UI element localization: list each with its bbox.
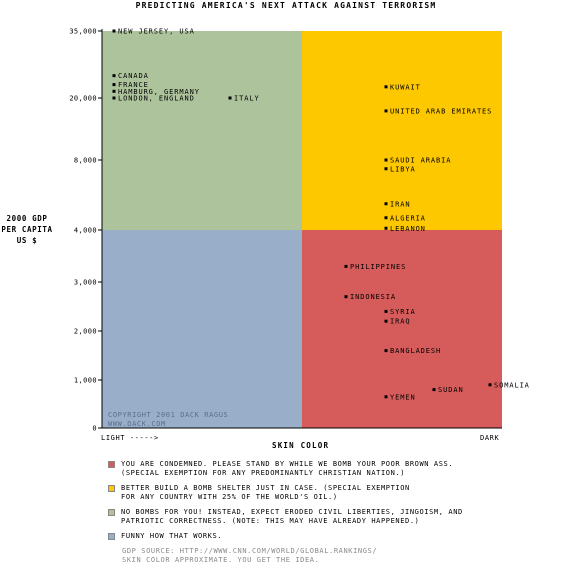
- legend-swatch-yellow: [108, 485, 115, 492]
- quadrant-light-poor: [102, 230, 302, 428]
- data-label: LEBANON: [390, 225, 426, 233]
- data-point: [432, 388, 436, 392]
- data-point: [112, 83, 116, 87]
- legend-text: NO BOMBS FOR YOU! INSTEAD, EXPECT ERODED…: [121, 508, 463, 525]
- data-point: [228, 96, 232, 100]
- data-label: BANGLADESH: [390, 347, 441, 355]
- y-axis-label: 2000 GDP PER CAPITA US $: [0, 213, 54, 246]
- y-axis-label-line: US $: [16, 236, 38, 245]
- copyright-line: COPYRIGHT 2001 DACK RAGUS: [108, 411, 229, 419]
- data-label: IRAQ: [390, 318, 410, 326]
- legend-item: NO BOMBS FOR YOU! INSTEAD, EXPECT ERODED…: [108, 508, 528, 526]
- disclaimer-line: SKIN COLOR APPROXIMATE. YOU GET THE IDEA…: [122, 556, 320, 564]
- data-label: YEMEN: [390, 393, 416, 401]
- legend-item: YOU ARE CONDEMNED. PLEASE STAND BY WHILE…: [108, 460, 528, 478]
- y-tick-label: 2,000: [74, 328, 97, 336]
- data-label: PHILIPPINES: [350, 263, 406, 271]
- data-label: UNITED ARAB EMIRATES: [390, 107, 492, 115]
- data-point: [112, 89, 116, 93]
- data-label: CANADA: [118, 72, 149, 80]
- data-point: [384, 319, 388, 323]
- data-point: [384, 167, 388, 171]
- y-tick-label: 20,000: [69, 95, 97, 103]
- legend-text: FUNNY HOW THAT WORKS.: [121, 532, 223, 540]
- data-point: [344, 264, 348, 268]
- y-tick-label: 35,000: [69, 28, 97, 36]
- legend-text: YOU ARE CONDEMNED. PLEASE STAND BY WHILE…: [121, 460, 454, 477]
- data-point: [488, 383, 492, 387]
- data-label: ALGERIA: [390, 214, 426, 222]
- data-point: [384, 158, 388, 162]
- source-line: GDP SOURCE: HTTP://WWW.CNN.COM/WORLD/GLO…: [122, 547, 378, 555]
- data-point: [112, 74, 116, 78]
- y-axis-label-line: 2000 GDP: [6, 214, 48, 223]
- data-point: [384, 226, 388, 230]
- data-point: [112, 29, 116, 33]
- data-label: ITALY: [234, 95, 260, 103]
- legend-item: BETTER BUILD A BOMB SHELTER JUST IN CASE…: [108, 484, 528, 502]
- data-point: [112, 96, 116, 100]
- data-label: HAMBURG, GERMANY: [118, 88, 200, 96]
- legend-swatch-blue: [108, 533, 115, 540]
- chart-title: PREDICTING AMERICA'S NEXT ATTACK AGAINST…: [135, 1, 437, 10]
- data-point: [384, 349, 388, 353]
- data-label: LONDON, ENGLAND: [118, 95, 195, 103]
- legend-swatch-green: [108, 509, 115, 516]
- data-label: NEW JERSEY, USA: [118, 28, 195, 36]
- x-axis-label: SKIN COLOR: [272, 441, 330, 450]
- data-point: [384, 395, 388, 399]
- data-label: IRAN: [390, 200, 410, 208]
- quadrant-dark-rich: [302, 31, 502, 230]
- data-point: [384, 216, 388, 220]
- data-label: INDONESIA: [350, 293, 396, 301]
- data-label: SOMALIA: [494, 381, 530, 389]
- data-point: [344, 295, 348, 299]
- y-tick-label: 3,000: [74, 279, 97, 287]
- quadrant-light-rich: [102, 31, 302, 230]
- chart-plot: 35,000 20,000 8,000 4,000 3,000 2,000 1,000 0 NE…: [69, 28, 530, 433]
- y-tick-label: 0: [92, 425, 97, 433]
- source-note: GDP SOURCE: HTTP://WWW.CNN.COM/WORLD/GLO…: [122, 547, 377, 565]
- data-label: SAUDI ARABIA: [390, 157, 451, 165]
- y-tick-label: 4,000: [74, 227, 97, 235]
- copyright-credit: COPYRIGHT 2001 DACK RAGUS WWW.DACK.COM: [108, 411, 228, 429]
- data-point: [384, 85, 388, 89]
- x-axis-dark-label: DARK: [480, 434, 500, 442]
- website-line: WWW.DACK.COM: [108, 420, 166, 428]
- y-tick-label: 8,000: [74, 157, 97, 165]
- data-point: [384, 109, 388, 113]
- data-label: KUWAIT: [390, 83, 421, 91]
- y-tick-label: 1,000: [74, 377, 97, 385]
- data-label: SYRIA: [390, 308, 416, 316]
- legend-item: FUNNY HOW THAT WORKS.: [108, 532, 528, 541]
- quadrant-dark-poor: [302, 230, 502, 428]
- data-label: FRANCE: [118, 81, 149, 89]
- x-axis-light-label: LIGHT ----->: [101, 434, 159, 442]
- data-label: SUDAN: [438, 386, 464, 394]
- y-axis-label-line: PER CAPITA: [1, 225, 53, 234]
- data-label: LIBYA: [390, 165, 416, 173]
- legend-text: BETTER BUILD A BOMB SHELTER JUST IN CASE…: [121, 484, 410, 501]
- data-point: [384, 309, 388, 313]
- legend: YOU ARE CONDEMNED. PLEASE STAND BY WHILE…: [108, 460, 528, 547]
- data-point: [384, 202, 388, 206]
- legend-swatch-red: [108, 461, 115, 468]
